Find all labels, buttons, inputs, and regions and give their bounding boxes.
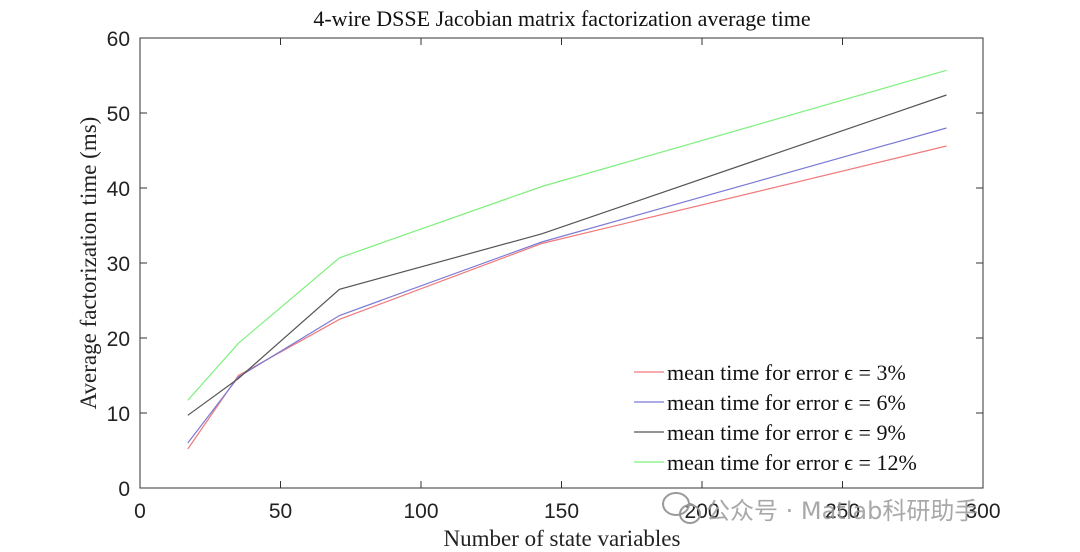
x-tick-label: 250 bbox=[825, 500, 860, 523]
x-tick-label: 100 bbox=[403, 500, 438, 523]
x-tick-label: 50 bbox=[269, 500, 292, 523]
watermark-text: 公众号 · Matlab科研助手 bbox=[706, 497, 978, 525]
y-tick-label: 60 bbox=[107, 28, 130, 51]
y-tick-label: 50 bbox=[107, 103, 130, 126]
x-axis-label: Number of state variables bbox=[444, 526, 681, 551]
series-line-1 bbox=[187, 145, 947, 450]
y-tick-label: 10 bbox=[107, 403, 130, 426]
y-axis-label: Average factorization time (ms) bbox=[76, 117, 101, 410]
y-tick-label: 0 bbox=[118, 478, 130, 501]
legend: mean time for error ϵ = 3% mean time for … bbox=[634, 360, 917, 475]
y-tick-label: 30 bbox=[107, 253, 130, 276]
y-tick-label: 20 bbox=[107, 328, 130, 351]
series-line-4 bbox=[187, 69, 947, 401]
legend-label-4: mean time for error ϵ = 12% bbox=[667, 450, 917, 475]
x-tick-label: 0 bbox=[134, 500, 146, 523]
x-tick-label: 300 bbox=[965, 500, 1000, 523]
x-tick-label: 150 bbox=[544, 500, 579, 523]
legend-label-1: mean time for error ϵ = 3% bbox=[667, 360, 906, 385]
watermark: 公众号 · Matlab科研助手 bbox=[662, 492, 978, 525]
legend-label-2: mean time for error ϵ = 6% bbox=[667, 390, 906, 415]
series-line-3 bbox=[187, 94, 947, 416]
series-lines bbox=[187, 69, 947, 450]
legend-label-3: mean time for error ϵ = 9% bbox=[667, 420, 906, 445]
chart-title: 4-wire DSSE Jacobian matrix factorizatio… bbox=[313, 6, 810, 31]
wechat-icon bbox=[662, 492, 701, 524]
series-line-2 bbox=[187, 127, 947, 444]
y-tick-label: 40 bbox=[107, 178, 130, 201]
